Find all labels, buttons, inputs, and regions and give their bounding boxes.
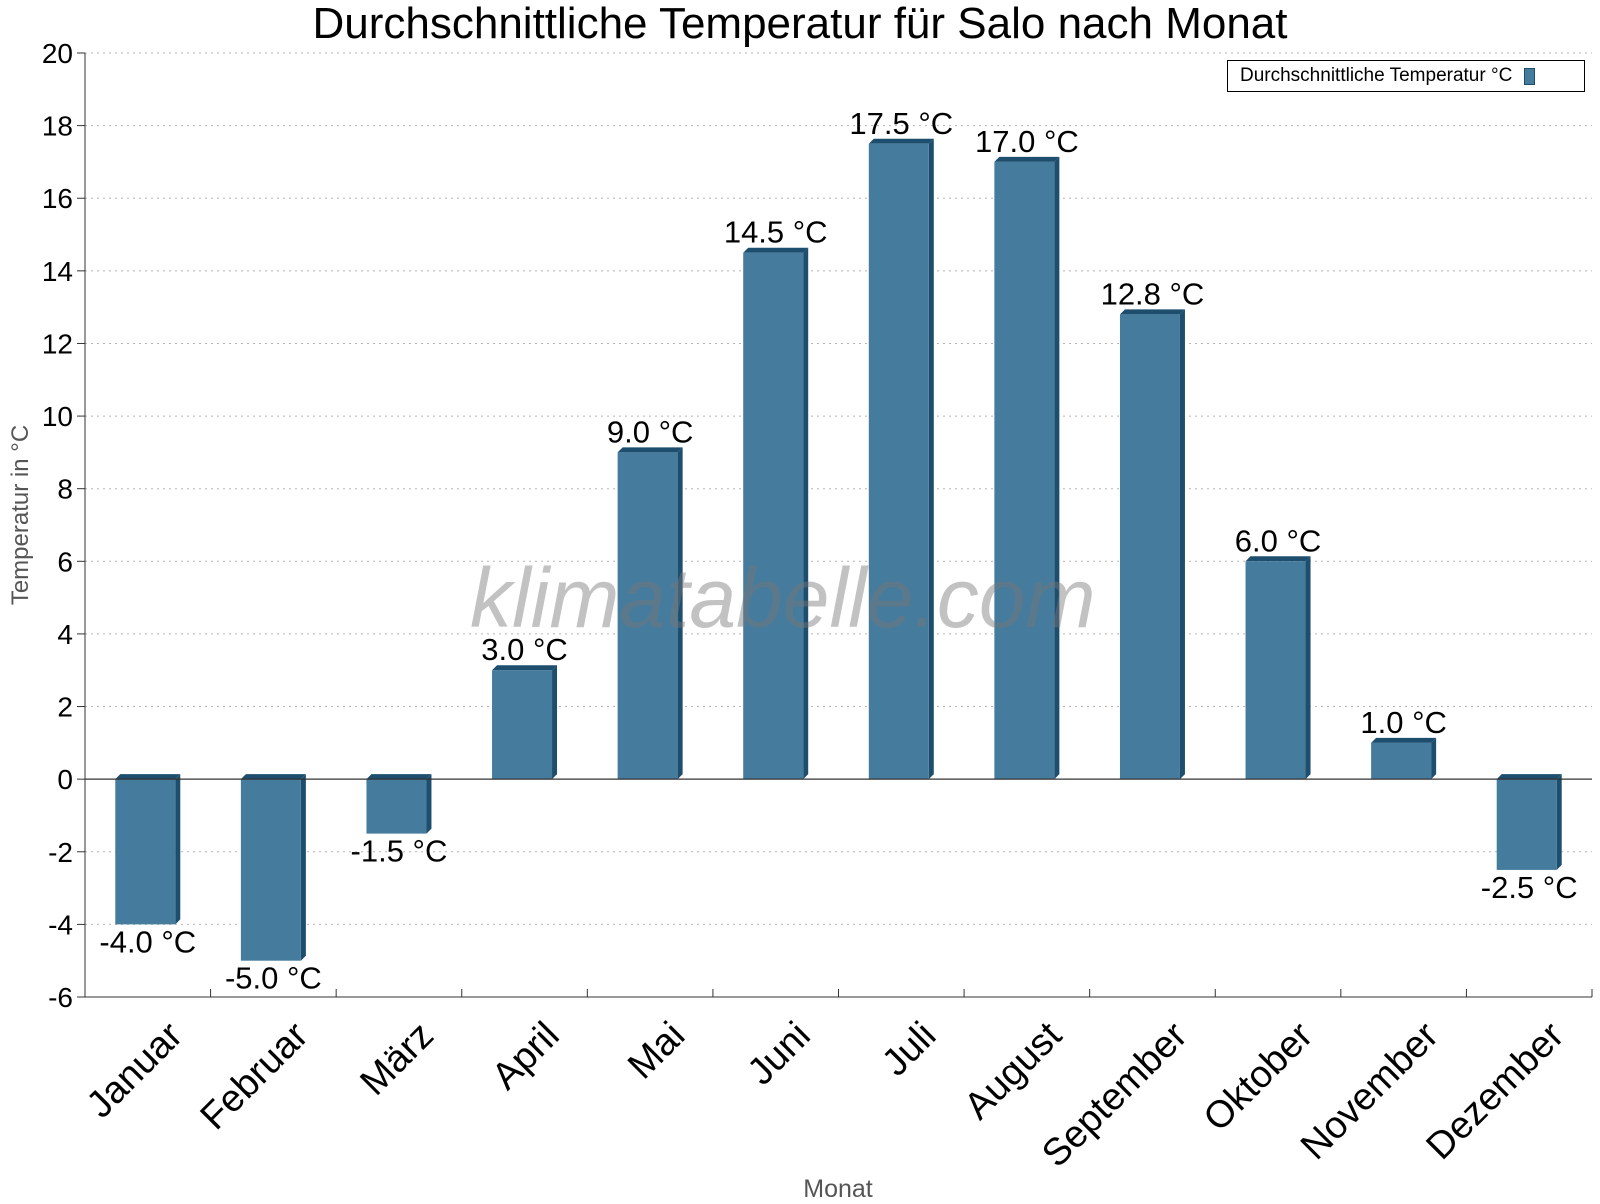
bar-juni (743, 247, 809, 780)
x-tick-label: Januar (79, 1014, 191, 1126)
bar-april (492, 665, 558, 780)
data-label: 3.0 °C (481, 632, 568, 667)
y-tick-label: 8 (57, 474, 73, 505)
bar-side (1431, 737, 1437, 780)
bar-front (1119, 314, 1180, 780)
bar-top (1496, 774, 1562, 780)
y-tick-label: -2 (48, 837, 73, 868)
y-tick-label: 6 (57, 546, 73, 577)
bar-front (994, 161, 1055, 780)
x-tick-labels: Januar Februar März April Mai Juni Juli AugustS… (79, 1014, 1573, 1175)
data-label: 17.0 °C (975, 124, 1079, 159)
bar-front (366, 779, 427, 834)
bar-top (1245, 556, 1311, 562)
x-tick-label: Oktober (1196, 1014, 1322, 1140)
y-tick-label: 14 (42, 256, 73, 287)
y-tick-labels: -6 -4 -2 0 2 4 6 8 10 12 14 16 18 20 (42, 38, 73, 1013)
bar-september (1119, 309, 1185, 780)
bar-front (1245, 561, 1306, 780)
y-tick-label: 4 (57, 619, 73, 650)
bar-dezember (1496, 774, 1562, 870)
data-label: 14.5 °C (724, 215, 828, 250)
bar-top (240, 774, 306, 780)
legend: Durchschnittliche Temperatur °C (1227, 60, 1585, 92)
bar-top (366, 774, 432, 780)
bar-top (1119, 309, 1185, 315)
bar-front (492, 670, 553, 780)
bar-side (803, 247, 809, 780)
x-tick-label: Februar (193, 1014, 317, 1138)
y-tick-label: 12 (42, 328, 73, 359)
bar-top (994, 156, 1060, 162)
data-label: 6.0 °C (1235, 523, 1322, 558)
y-tick-label: 20 (42, 38, 73, 69)
y-tick-label: 18 (42, 111, 73, 142)
bar-oktober (1245, 556, 1311, 780)
y-tick-label: -6 (48, 982, 73, 1013)
bar-side (1054, 156, 1060, 780)
bar-front (743, 252, 804, 780)
data-label: -1.5 °C (351, 834, 448, 869)
axes (77, 52, 1593, 998)
x-tick-label: März (353, 1014, 442, 1103)
x-tick-label: Dezember (1419, 1014, 1573, 1168)
data-label: 9.0 °C (607, 414, 694, 449)
y-tick-label: 16 (42, 183, 73, 214)
bar-top (115, 774, 181, 780)
bar-side (928, 138, 934, 780)
bar-top (492, 665, 558, 671)
bar-side (677, 447, 683, 780)
bar-front (115, 779, 176, 925)
bar-mai (617, 447, 683, 780)
bar-side (552, 665, 558, 780)
bar-top (868, 138, 934, 144)
data-labels: -4.0 °C -5.0 °C -1.5 °C 3.0 °C 9.0 °C 14.5 °C… (99, 106, 1577, 996)
bar-märz (366, 774, 432, 834)
y-tick-label: 10 (42, 401, 73, 432)
watermark: klimatabelle.com (470, 551, 1096, 645)
bar-top (617, 447, 683, 453)
bar-front (1496, 779, 1557, 870)
grid-lines (85, 52, 1592, 998)
data-label: -2.5 °C (1481, 870, 1578, 905)
data-label: 12.8 °C (1101, 276, 1205, 311)
bar-top (743, 247, 809, 253)
bar-front (240, 779, 301, 961)
y-tick-label: 0 (57, 764, 73, 795)
x-tick-label: August (957, 1014, 1071, 1128)
x-tick-label: Juli (874, 1014, 944, 1084)
bar-side (1179, 309, 1185, 780)
y-axis-label: Temperatur in °C (7, 424, 34, 606)
bar-front (617, 452, 678, 780)
bar-februar (240, 774, 306, 961)
bar-side (300, 774, 306, 961)
data-label: 1.0 °C (1360, 705, 1447, 740)
x-tick-label: Juni (740, 1014, 819, 1093)
legend-label: Durchschnittliche Temperatur °C (1240, 65, 1513, 86)
bar-side (1556, 774, 1562, 870)
y-tick-label: -4 (48, 909, 73, 940)
bar-januar (115, 774, 181, 925)
x-axis-label: Monat (803, 1175, 873, 1203)
x-tick-label: Mai (620, 1014, 693, 1087)
data-label: -4.0 °C (99, 924, 196, 959)
bars (115, 138, 1562, 961)
y-tick-label: 2 (57, 692, 73, 723)
bar-side (426, 774, 432, 834)
x-tick-label: April (484, 1014, 567, 1097)
data-label: -5.0 °C (225, 961, 322, 996)
legend-swatch (1524, 67, 1536, 85)
bar-side (175, 774, 181, 925)
bar-front (1371, 742, 1432, 780)
bar-november (1371, 737, 1437, 780)
chart-title: Durchschnittliche Temperatur für Salo na… (312, 0, 1288, 48)
bar-side (1305, 556, 1311, 780)
bar-august (994, 156, 1060, 780)
bar-front (868, 143, 929, 780)
bar-juli (868, 138, 934, 780)
data-label: 17.5 °C (849, 106, 953, 141)
bar-top (1371, 737, 1437, 743)
